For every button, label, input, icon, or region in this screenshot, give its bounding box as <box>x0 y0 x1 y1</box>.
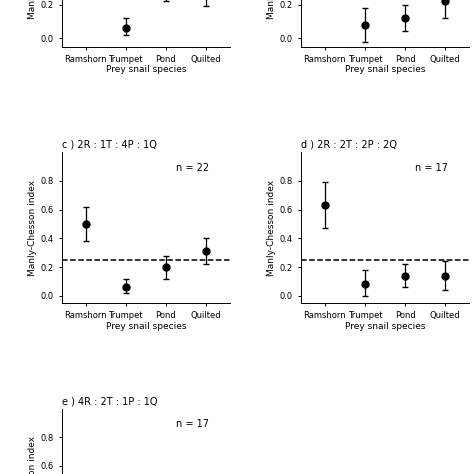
Text: e ) 4R : 2T : 1P : 1Q: e ) 4R : 2T : 1P : 1Q <box>62 396 157 406</box>
Y-axis label: Manly-Chesson index: Manly-Chesson index <box>28 0 37 19</box>
X-axis label: Prey snail species: Prey snail species <box>345 65 425 74</box>
X-axis label: Prey snail species: Prey snail species <box>345 322 425 331</box>
Y-axis label: Manly-Chesson index: Manly-Chesson index <box>28 180 37 275</box>
X-axis label: Prey snail species: Prey snail species <box>106 322 186 331</box>
Text: n = 22: n = 22 <box>176 163 210 173</box>
Text: c ) 2R : 1T : 4P : 1Q: c ) 2R : 1T : 4P : 1Q <box>62 140 156 150</box>
X-axis label: Prey snail species: Prey snail species <box>106 65 186 74</box>
Y-axis label: Manly-Chesson index: Manly-Chesson index <box>267 180 276 275</box>
Text: n = 17: n = 17 <box>415 163 448 173</box>
Y-axis label: Manly-Chesson index: Manly-Chesson index <box>267 0 276 19</box>
Y-axis label: Manly-Chesson index: Manly-Chesson index <box>28 436 37 474</box>
Text: d ) 2R : 2T : 2P : 2Q: d ) 2R : 2T : 2P : 2Q <box>301 140 397 150</box>
Text: n = 17: n = 17 <box>176 419 209 429</box>
